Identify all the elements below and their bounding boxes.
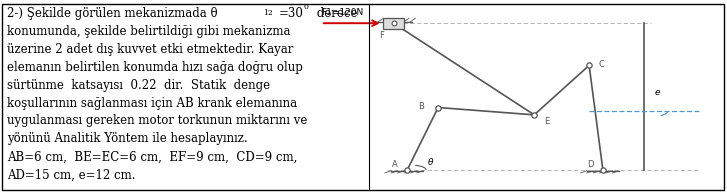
Text: F: F (379, 31, 384, 40)
Text: uygulanması gereken motor torkunun miktarını ve: uygulanması gereken motor torkunun mikta… (7, 114, 308, 128)
Text: koşullarının sağlanması için AB krank elemanına: koşullarının sağlanması için AB krank el… (7, 97, 297, 110)
Text: AD=15 cm, e=12 cm.: AD=15 cm, e=12 cm. (7, 168, 136, 181)
Text: 12: 12 (263, 9, 273, 17)
Text: θ: θ (427, 158, 433, 167)
Text: 0: 0 (304, 3, 309, 11)
Text: yönünü Analitik Yöntem ile hesaplayınız.: yönünü Analitik Yöntem ile hesaplayınız. (7, 132, 248, 145)
Bar (382, 18, 404, 29)
Text: A: A (392, 160, 398, 169)
Text: 2-) Şekilde görülen mekanizmada θ: 2-) Şekilde görülen mekanizmada θ (7, 7, 218, 20)
Text: F1=120N: F1=120N (321, 8, 363, 17)
Text: e: e (654, 88, 660, 97)
Text: elemanın belirtilen konumda hızı sağa doğru olup: elemanın belirtilen konumda hızı sağa do… (7, 61, 303, 74)
Text: D: D (587, 160, 593, 169)
Text: B: B (418, 102, 424, 111)
Text: E: E (544, 117, 549, 126)
Text: =30: =30 (279, 7, 304, 20)
Text: sürtünme  katsayısı  0.22  dir.  Statik  denge: sürtünme katsayısı 0.22 dir. Statik deng… (7, 79, 270, 92)
Text: üzerine 2 adet dış kuvvet etki etmektedir. Kayar: üzerine 2 adet dış kuvvet etki etmektedi… (7, 43, 294, 56)
Text: AB=6 cm,  BE=EC=6 cm,  EF=9 cm,  CD=9 cm,: AB=6 cm, BE=EC=6 cm, EF=9 cm, CD=9 cm, (7, 150, 297, 163)
Text: derece: derece (313, 7, 358, 20)
Text: C: C (598, 60, 604, 69)
Text: konumunda, şekilde belirtildiği gibi mekanizma: konumunda, şekilde belirtildiği gibi mek… (7, 25, 291, 38)
